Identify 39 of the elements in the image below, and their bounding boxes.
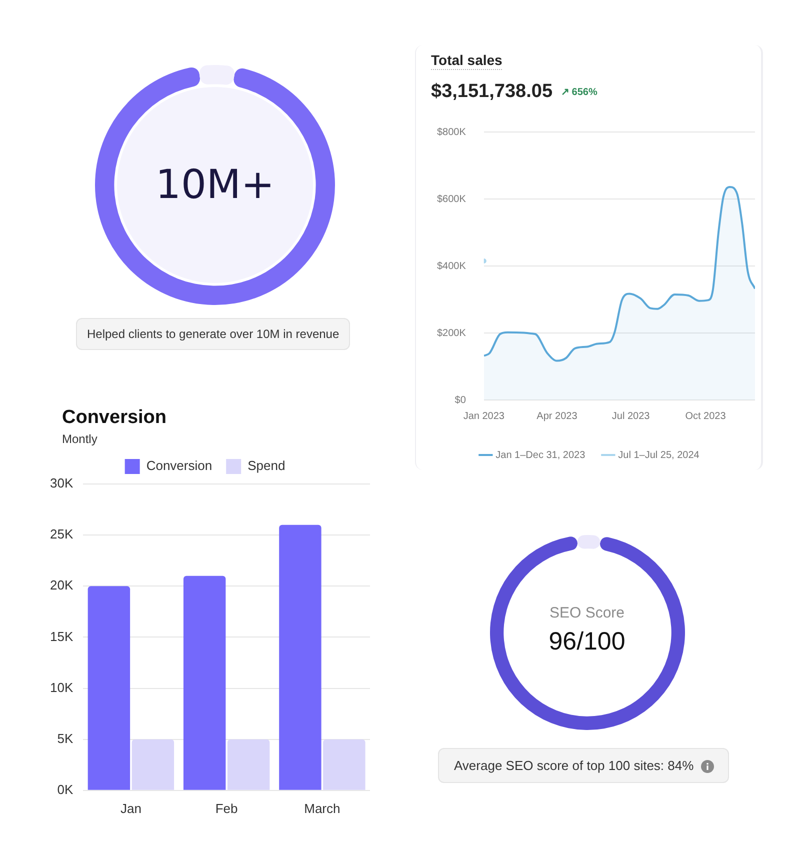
y-tick-label: 10K — [50, 680, 74, 695]
text: Helped clients to generate over 10M in revenue — [76, 318, 350, 350]
legend-label: Jul 1–Jul 25, 2024 — [618, 450, 700, 461]
y-tick-label: 30K — [50, 476, 74, 491]
x-tick-label: Jan 2023 — [463, 410, 505, 422]
legend-label: Spend — [248, 458, 286, 474]
y-tick-label: $400K — [436, 260, 466, 272]
y-tick-label: $0 — [454, 394, 466, 406]
chart-subtitle: Montly — [62, 432, 98, 446]
legend-label: Conversion — [146, 458, 212, 474]
text: Average SEO score of top 100 sites: 84% — [438, 748, 729, 783]
x-tick-label: Oct 2023 — [685, 410, 726, 422]
x-tick-label: March — [304, 800, 340, 816]
text: ↗ 656% — [561, 86, 598, 98]
y-tick-label: 15K — [50, 628, 74, 644]
bar — [279, 524, 322, 790]
y-tick-label: $600K — [436, 194, 466, 205]
chart-title: Conversion — [62, 407, 167, 429]
y-tick-label: $200K — [436, 328, 466, 339]
x-tick-label: Jul 2023 — [612, 410, 650, 422]
y-tick-label: 20K — [50, 578, 74, 593]
y-tick-label: 5K — [57, 730, 74, 746]
legend-label: Jan 1–Dec 31, 2023 — [496, 450, 586, 461]
y-tick-label: 0K — [57, 782, 74, 797]
bar — [227, 739, 270, 790]
text: 10M+ — [156, 162, 274, 208]
x-tick-label: Feb — [215, 800, 238, 816]
x-tick-label: Apr 2023 — [536, 410, 578, 422]
bar — [132, 739, 174, 790]
x-tick-label: Jan — [120, 800, 142, 816]
bar — [183, 576, 226, 790]
chart-subtitle: $3,151,738.05 — [431, 81, 553, 103]
text: SEO Score — [549, 604, 625, 622]
chart-title: Total sales — [431, 52, 502, 70]
text: 96/100 — [548, 628, 626, 656]
y-tick-label: $800K — [436, 126, 466, 138]
y-tick-label: 25K — [50, 526, 74, 542]
bar — [88, 586, 130, 790]
bar — [323, 739, 366, 790]
